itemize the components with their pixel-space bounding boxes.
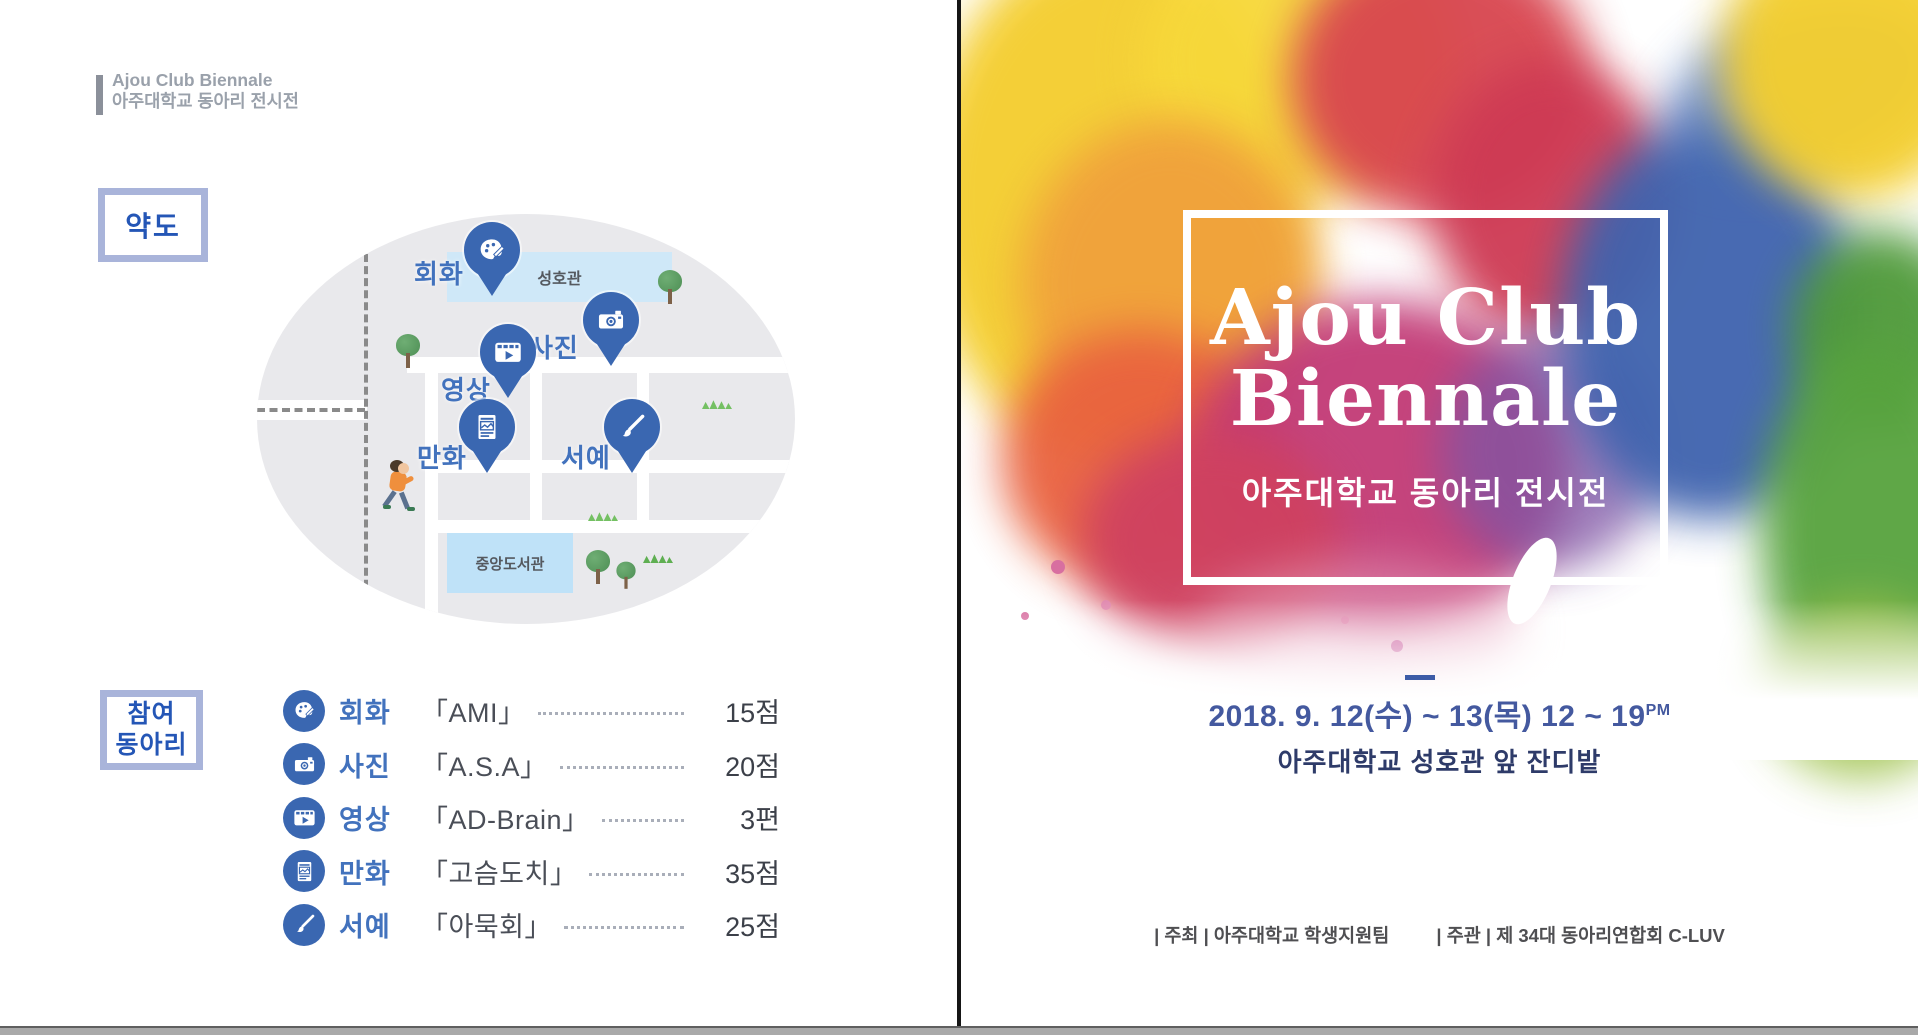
- paint-splatter-dot: [1051, 560, 1065, 574]
- brush-icon: [604, 399, 660, 455]
- event-date: 2018. 9. 12(수) ~ 13(목) 12 ~ 19PM: [961, 691, 1918, 735]
- road: [425, 520, 795, 533]
- brand-text: Ajou Club Biennale 아주대학교 동아리 전시전: [112, 70, 299, 112]
- club-category: 서예: [339, 912, 391, 943]
- event-date-text: 2018. 9. 12(수) ~ 13(목) 12 ~ 19: [1208, 700, 1646, 733]
- club-name: 「아묵회」: [421, 912, 553, 943]
- building-label: 중앙도서관: [475, 555, 545, 573]
- club-category: 회화: [339, 698, 391, 729]
- campus-map: 성호관 중앙도서관: [257, 214, 795, 624]
- road: [530, 373, 542, 533]
- brand-title-ko: 아주대학교 동아리 전시전: [112, 91, 299, 111]
- left-page: Ajou Club Biennale 아주대학교 동아리 전시전 약도 성호관: [0, 0, 957, 1035]
- bush-icon: [643, 554, 673, 563]
- building-label: 성호관: [537, 271, 582, 288]
- map-pin-photo: [583, 292, 639, 366]
- road: [425, 460, 795, 473]
- dotted-leader: [537, 712, 684, 716]
- comic-icon: [459, 399, 515, 455]
- bush-icon: [702, 400, 732, 409]
- club-name: 「A.S.A」: [421, 751, 548, 782]
- clubs-section-label: 참여 동아리: [100, 690, 203, 770]
- club-category: 만화: [339, 858, 391, 889]
- road: [425, 357, 438, 624]
- palette-icon: [283, 689, 325, 732]
- clubs-section-label-text: 참여 동아리: [115, 699, 187, 762]
- pin-label-painting: 회화: [414, 259, 464, 289]
- list-item: 사진 「A.S.A」 20점: [283, 738, 780, 792]
- right-page-poster: Ajou Club Biennale 아주대학교 동아리 전시전 2018. 9…: [961, 0, 1918, 1035]
- poster-title-line2: Biennale: [1229, 354, 1622, 444]
- map-pin-comic: [459, 399, 515, 473]
- dashed-road-line: [364, 254, 368, 624]
- pin-label-calligraphy: 서예: [561, 443, 611, 473]
- dotted-leader: [589, 872, 684, 876]
- club-name: 「AMI」: [421, 698, 526, 729]
- clubs-label-line1: 참여: [127, 699, 176, 728]
- page-divider-line: [957, 0, 961, 1035]
- poster-subtitle: 아주대학교 동아리 전시전: [1241, 475, 1610, 511]
- map-pin-video: [480, 324, 536, 398]
- poster-title-line1: Ajou Club: [1209, 273, 1642, 363]
- running-person: [382, 460, 419, 516]
- clubs-list: 회화 「AMI」 15점 사진 「A.S.A」 20점 영상 「AD-Bra: [283, 684, 780, 952]
- pin-label-photo: 사진: [529, 333, 579, 363]
- dotted-leader: [601, 819, 684, 823]
- brush-icon: [283, 903, 325, 946]
- list-item: 서예 「아묵회」 25점: [283, 898, 780, 952]
- club-count: 3편: [740, 805, 780, 836]
- list-item: 회화 「AMI」 15점: [283, 684, 780, 738]
- brand-title-en: Ajou Club Biennale: [112, 70, 273, 90]
- list-item: 만화 「고슴도치」 35점: [283, 845, 780, 899]
- brand-header: Ajou Club Biennale 아주대학교 동아리 전시전: [96, 70, 299, 115]
- tree-icon: [657, 270, 683, 306]
- watercolor-fade: [961, 600, 1918, 760]
- map-section-label: 약도: [98, 188, 208, 262]
- viewer-bottom-bar: [0, 1026, 1918, 1035]
- club-name: 「AD-Brain」: [421, 805, 590, 836]
- credit-organizer: | 주관 | 제 34대 동아리연합회 C-LUV: [1436, 925, 1725, 946]
- club-name: 「고슴도치」: [421, 858, 578, 889]
- palette-icon: [464, 222, 520, 278]
- tree-icon: [395, 334, 421, 370]
- club-category: 사진: [339, 751, 391, 782]
- credit-host: | 주최 | 아주대학교 학생지원팀: [1154, 925, 1390, 946]
- tree-icon: [585, 550, 611, 586]
- club-count: 20점: [725, 751, 780, 782]
- event-venue: 아주대학교 성호관 앞 잔디밭: [1277, 747, 1602, 777]
- map-pin-calligraphy: [604, 399, 660, 473]
- club-category: 영상: [339, 805, 391, 836]
- pin-label-comic: 만화: [417, 443, 467, 473]
- camera-icon: [583, 292, 639, 348]
- divider-dash: [1405, 675, 1435, 680]
- tree-icon: [616, 561, 637, 591]
- poster-title: Ajou Club Biennale: [1191, 278, 1660, 440]
- video-icon: [480, 324, 536, 380]
- event-date-ampm: PM: [1645, 702, 1671, 719]
- brand-accent-bar: [96, 75, 103, 115]
- dotted-leader: [559, 765, 684, 769]
- list-item: 영상 「AD-Brain」 3편: [283, 791, 780, 845]
- map-pin-painting: [464, 222, 520, 296]
- clubs-label-line2: 동아리: [115, 731, 188, 759]
- building-central-library: 중앙도서관: [447, 533, 573, 593]
- map-section-label-text: 약도: [125, 211, 181, 242]
- credits-line: | 주최 | 아주대학교 학생지원팀 | 주관 | 제 34대 동아리연합회 C…: [961, 922, 1918, 948]
- club-count: 35점: [725, 858, 780, 889]
- dashed-road-line: [257, 408, 365, 412]
- poster-title-frame: Ajou Club Biennale 아주대학교 동아리 전시전: [1183, 210, 1668, 585]
- comic-icon: [283, 850, 325, 893]
- dotted-leader: [564, 926, 684, 930]
- club-count: 15점: [725, 698, 780, 729]
- video-icon: [283, 796, 325, 839]
- camera-icon: [283, 743, 325, 786]
- club-count: 25점: [725, 912, 780, 943]
